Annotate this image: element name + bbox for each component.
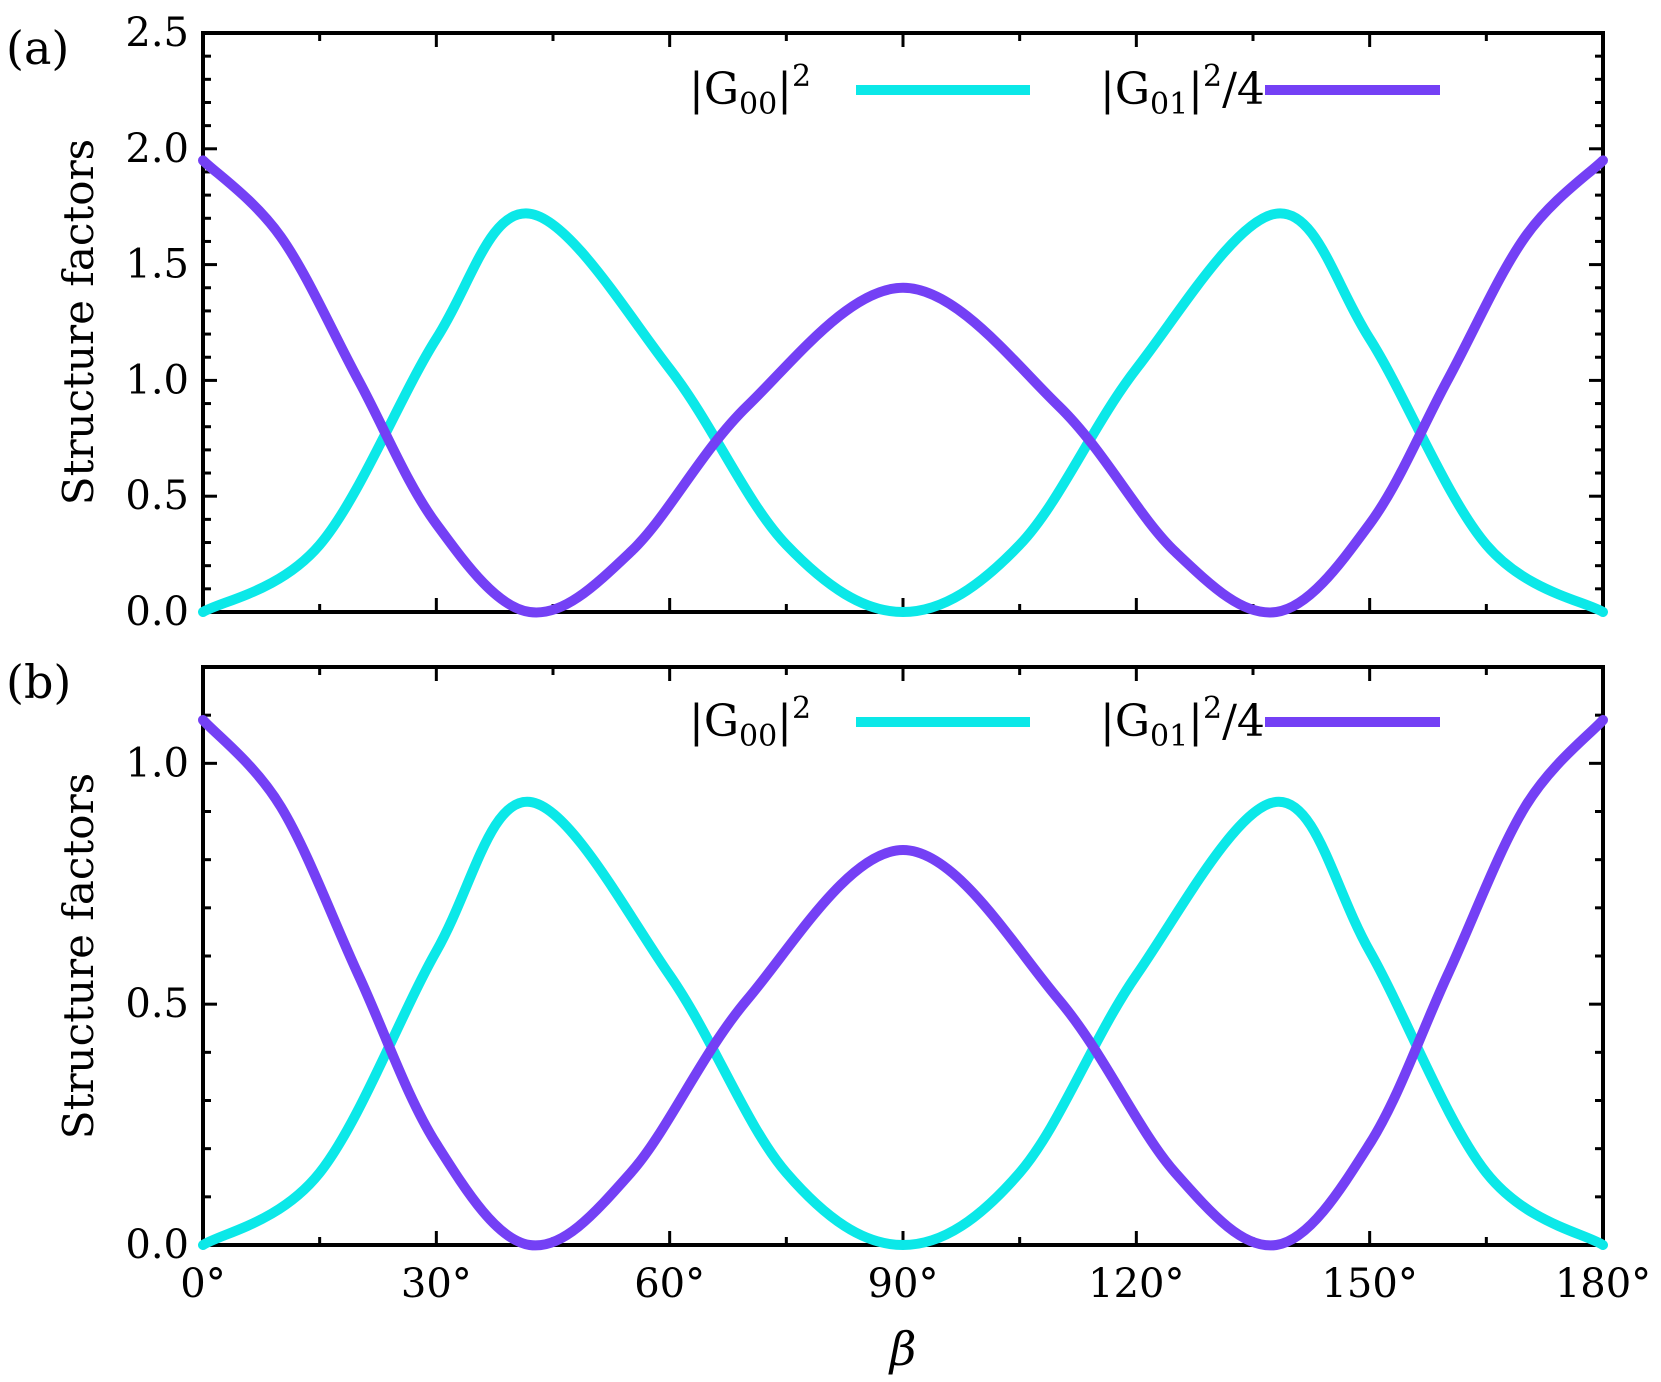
series-line-g01-a <box>198 155 1608 618</box>
series-line-g01-b <box>198 714 1608 1251</box>
legend-label-g00-a: |G00|2 <box>689 59 811 122</box>
panel-b: (b) Structure factors β 0° 30° 60° 90° 120° 1… <box>6 655 1651 1376</box>
ticks-b: 0° 30° 60° 90° 120° 150° 180° 0.0 0.5 1.0 <box>125 667 1651 1307</box>
y-tick-label: 1.0 <box>125 740 189 786</box>
legend-label-g00-b: |G00|2 <box>689 691 811 754</box>
panel-a: (a) Structure factors 0.0 0.5 1.0 1.5 2.0 2.5… <box>6 10 1608 635</box>
y-axis-label-b: Structure factors <box>54 773 103 1139</box>
x-tick-label: 60° <box>634 1261 705 1307</box>
series-layer-a <box>198 155 1608 618</box>
x-tick-label: 120° <box>1088 1261 1184 1307</box>
y-tick-label: 2.5 <box>125 10 189 56</box>
series-line-g00-b <box>198 796 1608 1250</box>
x-tick-label: 30° <box>401 1261 472 1307</box>
y-axis-label-a: Structure factors <box>54 139 103 505</box>
y-tick-label: 0.0 <box>125 1222 189 1268</box>
x-tick-label: 0° <box>180 1261 225 1307</box>
series-layer-b <box>198 714 1608 1251</box>
ticks-a: 0.0 0.5 1.0 1.5 2.0 2.5 <box>125 10 1605 635</box>
panel-label-b: (b) <box>6 655 71 709</box>
series-line-g00-a <box>198 208 1608 617</box>
x-tick-label: 150° <box>1321 1261 1417 1307</box>
y-tick-label: 1.5 <box>125 242 189 288</box>
y-tick-label: 1.0 <box>125 357 189 403</box>
plot-frame-b <box>201 665 1605 1247</box>
legend-label-g01-a: |G01|2/4 <box>1100 59 1265 122</box>
x-axis-label: β <box>888 1322 917 1376</box>
plot-frame-a <box>201 31 1605 614</box>
y-tick-label: 0.5 <box>125 473 189 519</box>
legend-label-g01-b: |G01|2/4 <box>1100 691 1265 754</box>
y-tick-label: 0.5 <box>125 981 189 1027</box>
y-tick-label: 0.0 <box>125 589 189 635</box>
x-tick-label: 90° <box>868 1261 939 1307</box>
legend-b: |G00|2 |G01|2/4 <box>689 691 1440 754</box>
panel-label-a: (a) <box>6 21 69 75</box>
legend-a: |G00|2 |G01|2/4 <box>689 59 1440 122</box>
x-tick-label: 180° <box>1555 1261 1651 1307</box>
y-tick-label: 2.0 <box>125 126 189 172</box>
